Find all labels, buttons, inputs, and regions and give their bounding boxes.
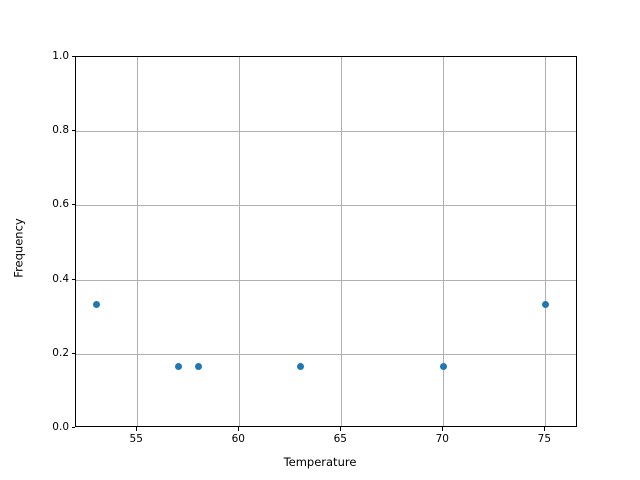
x-tick-label: 70	[435, 433, 449, 445]
x-tick-label: 60	[231, 433, 245, 445]
y-tick-mark	[71, 278, 75, 280]
x-tick-mark	[238, 427, 240, 431]
x-tick-label: 75	[537, 433, 552, 445]
x-axis-label: Temperature	[283, 455, 357, 469]
x-tick-mark	[544, 427, 546, 431]
gridline-x-55	[137, 57, 139, 426]
scatter-point	[194, 362, 202, 370]
y-axis-label: Frequency	[11, 218, 26, 278]
y-tick-label: 1.0	[52, 50, 69, 62]
x-tick-label: 55	[129, 433, 143, 445]
gridline-y-0.8	[76, 131, 576, 133]
gridline-y-0.2	[76, 353, 576, 355]
scatter-point	[296, 362, 304, 370]
y-tick-mark	[71, 352, 75, 354]
x-tick-mark	[442, 427, 444, 431]
plot-axes	[75, 56, 577, 427]
x-tick-mark	[136, 427, 138, 431]
gridline-y-0.6	[76, 205, 576, 207]
scatter-point	[92, 300, 100, 308]
scatter-point	[174, 362, 182, 370]
y-tick-mark	[71, 204, 75, 206]
y-tick-mark	[71, 56, 75, 57]
x-tick-mark	[340, 427, 342, 431]
gridline-x-60	[239, 57, 241, 426]
x-tick-label: 65	[333, 433, 347, 445]
y-tick-label: 0.0	[52, 421, 69, 433]
y-tick-label: 0.8	[52, 124, 69, 137]
gridline-y-0.4	[76, 279, 576, 281]
gridline-x-70	[443, 57, 445, 426]
y-tick-label: 0.4	[52, 272, 69, 285]
scatter-point	[439, 362, 447, 370]
gridline-x-65	[341, 57, 343, 426]
y-tick-mark	[71, 427, 75, 428]
scatter-point	[541, 300, 549, 308]
y-tick-label: 0.6	[52, 198, 69, 211]
gridline-x-75	[545, 57, 547, 426]
y-tick-label: 0.2	[52, 346, 69, 359]
y-tick-mark	[71, 130, 75, 132]
